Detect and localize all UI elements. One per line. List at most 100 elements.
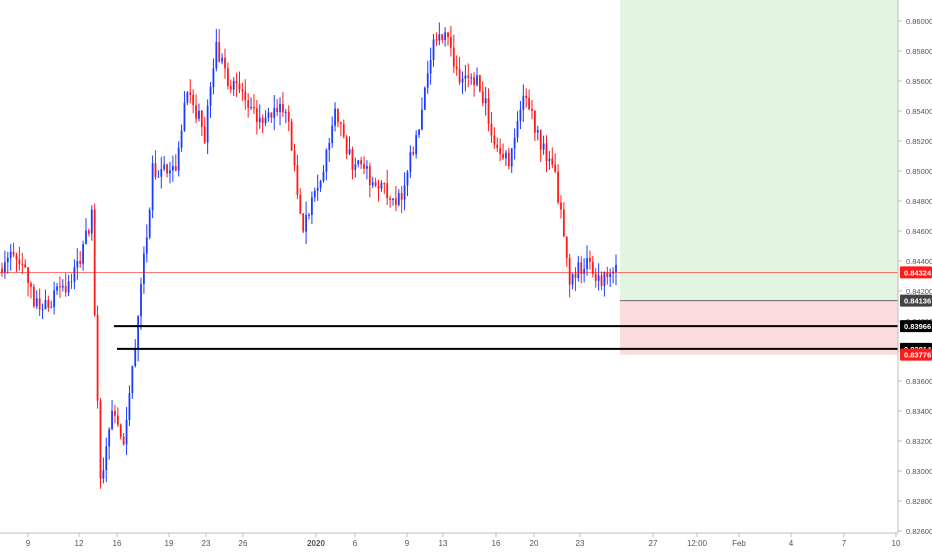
price-tick-label: 0.85200 [906,137,932,146]
candle-body [560,202,562,210]
candle-body [589,258,591,262]
candle-body [137,316,140,349]
candle-body [444,32,447,41]
candle-body [111,411,113,430]
candle-body [192,94,195,106]
candle-body [606,272,609,278]
price-tick-label: 0.82600 [906,527,932,536]
candle-body [484,98,487,104]
candle-body [140,283,142,317]
candle-body [565,236,568,258]
time-tick-label: 13 [439,539,448,548]
candle-body [282,103,284,113]
candle-body [481,91,484,104]
candle-body [354,164,357,170]
candle-body [473,77,475,85]
candle-body [232,80,235,90]
candle-body [174,166,177,171]
candle-body [44,300,47,310]
time-tick-label: 9 [405,539,410,548]
candle-body [79,260,82,264]
candle-body [325,149,328,172]
candle-body [363,164,365,169]
time-tick-label: 23 [202,539,211,548]
candle-body [87,230,90,234]
candle-body [571,273,574,285]
candle-body [400,193,403,200]
candle-body [345,136,348,154]
candle-body [151,163,154,210]
candle-body [615,264,617,272]
candle-body [206,105,209,143]
time-tick-label: 23 [576,539,585,548]
candle-body [577,262,580,278]
candle-body [528,98,531,110]
price-tick-label: 0.84800 [906,197,932,206]
candle-body [308,214,310,216]
candle-body [380,182,383,189]
candle-body [389,198,391,200]
candle-body [368,166,371,186]
candle-body [267,112,270,118]
candle-body [273,108,276,118]
candle-body [586,258,588,269]
candle-body [41,309,44,311]
profit-zone[interactable] [620,0,898,301]
candle-body [464,75,467,79]
candle-body [348,149,351,154]
candle-body [18,259,21,264]
candle-body [334,108,336,126]
candle-body [397,193,400,205]
candle-body [143,253,145,284]
candle-body [85,230,87,245]
candle-body [447,32,449,38]
candle-body [421,109,423,130]
candle-body [203,127,206,143]
candle-body [371,182,374,186]
candle-body [339,122,342,124]
candle-body [525,95,528,99]
candle-body [221,57,224,62]
candle-body [6,257,9,263]
time-tick-label: 19 [165,539,174,548]
candle-body [293,150,296,166]
candle-body [331,125,334,144]
candle-body [554,164,557,172]
time-tick-label: 26 [239,539,248,548]
candle-body [507,152,510,167]
candle-body [461,78,464,83]
candle-body [536,130,539,133]
candle-body [539,130,542,150]
time-tick-label: 6 [353,539,358,548]
candle-body [383,182,386,184]
candle-body [583,268,586,274]
candle-body [502,154,504,159]
loss-zone[interactable] [620,300,898,355]
price-tick-label: 0.85000 [906,167,932,176]
candle-body [238,83,241,90]
price-tick-label: 0.83200 [906,437,932,446]
candle-body [157,176,160,178]
candle-body [513,137,516,149]
candle-body [609,273,612,278]
time-tick-label: 9 [26,539,31,548]
candle-body [255,108,258,123]
candle-body [603,272,606,286]
candle-body [1,268,3,273]
candle-body [392,198,394,200]
time-tick-label: Feb [732,539,746,548]
price-tick-label: 0.83600 [906,377,932,386]
price-tick-label: 0.83400 [906,407,932,416]
candle-body [59,286,61,288]
candle-body [108,429,111,447]
candle-body [337,108,339,123]
candle-body [227,68,229,87]
candle-body [557,171,559,203]
candle-body [386,183,389,199]
candle-body [215,42,218,69]
candle-body [591,261,594,274]
candle-body [290,121,293,151]
time-tick-label: 16 [492,539,501,548]
